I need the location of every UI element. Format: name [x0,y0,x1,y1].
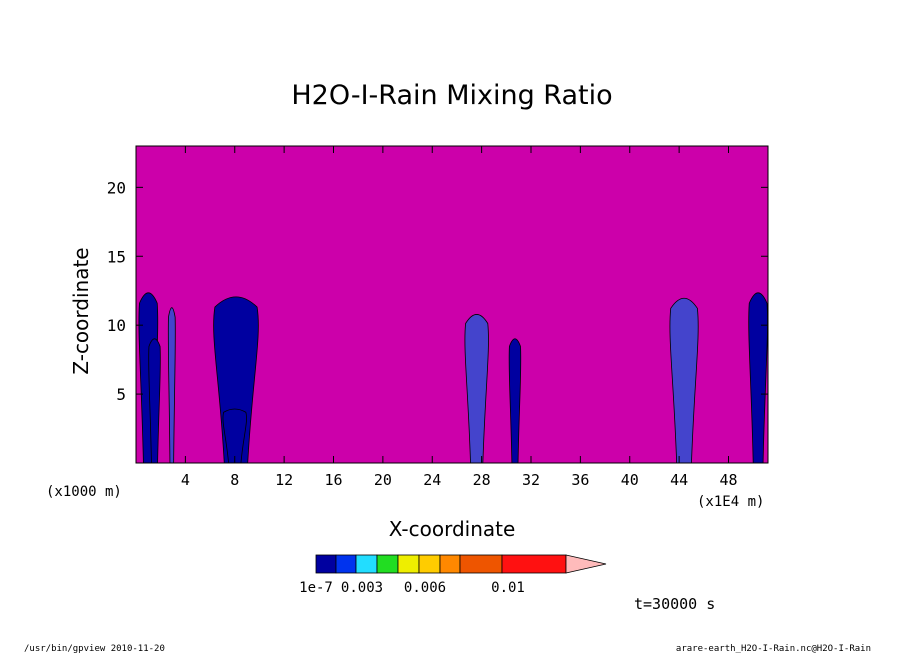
rain-cell [167,307,176,464]
colorbar-segment [418,554,441,574]
colorbar: 1e-7 0.003 0.006 0.01 [299,554,607,596]
colorbar-segment [376,554,399,574]
x-tick-label: 12 [275,471,293,489]
x-axis-label: X-coordinate [389,517,516,541]
y-tick-label: 10 [107,316,126,335]
colorbar-segment [459,554,503,574]
y-axis-label: Z-coordinate [69,247,93,374]
x-unit-right-label: (x1E4 m) [697,494,764,510]
x-tick-label: 24 [423,471,441,489]
x-tick-label: 48 [719,471,737,489]
colorbar-segment [439,554,461,574]
x-tick-label: 20 [374,471,392,489]
plot-area [135,145,769,464]
colorbar-segment [501,554,567,574]
rain-cell [508,338,522,464]
x-tick-label: 36 [571,471,589,489]
x-tick-label: 28 [473,471,491,489]
x-tick-label: 8 [230,471,239,489]
x-unit-left-label: (x1000 m) [46,484,122,500]
colorbar-segment [397,554,420,574]
rain-cell [669,297,699,464]
y-tick-label: 5 [116,385,126,404]
rain-cell [222,408,247,464]
colorbar-segment [315,554,337,574]
colorbar-segment [355,554,378,574]
y-tick-label: 15 [107,247,126,266]
footer-right-text: arare-earth_H2O-I-Rain.nc@H2O-I-Rain [676,644,871,654]
rain-cell [148,338,161,464]
y-tick-label: 20 [107,178,126,197]
chart-title: H2O-I-Rain Mixing Ratio [291,80,612,111]
time-label: t=30000 s [634,595,715,613]
rain-cell [464,314,489,464]
x-tick-label: 4 [181,471,190,489]
colorbar-label: 0.01 [491,580,525,596]
x-tick-label: 16 [324,471,342,489]
x-tick-label: 32 [522,471,540,489]
colorbar-segment [335,554,357,574]
x-tick-label: 40 [621,471,639,489]
colorbar-label: 0.006 [404,580,446,596]
footer-left-text: /usr/bin/gpview 2010-11-20 [24,644,165,654]
rain-cell [748,292,768,464]
plot-frame [135,145,769,464]
x-tick-label: 44 [670,471,688,489]
colorbar-arrow [565,554,607,574]
colorbar-label: 0.003 [341,580,383,596]
colorbar-label: 1e-7 [299,580,333,596]
